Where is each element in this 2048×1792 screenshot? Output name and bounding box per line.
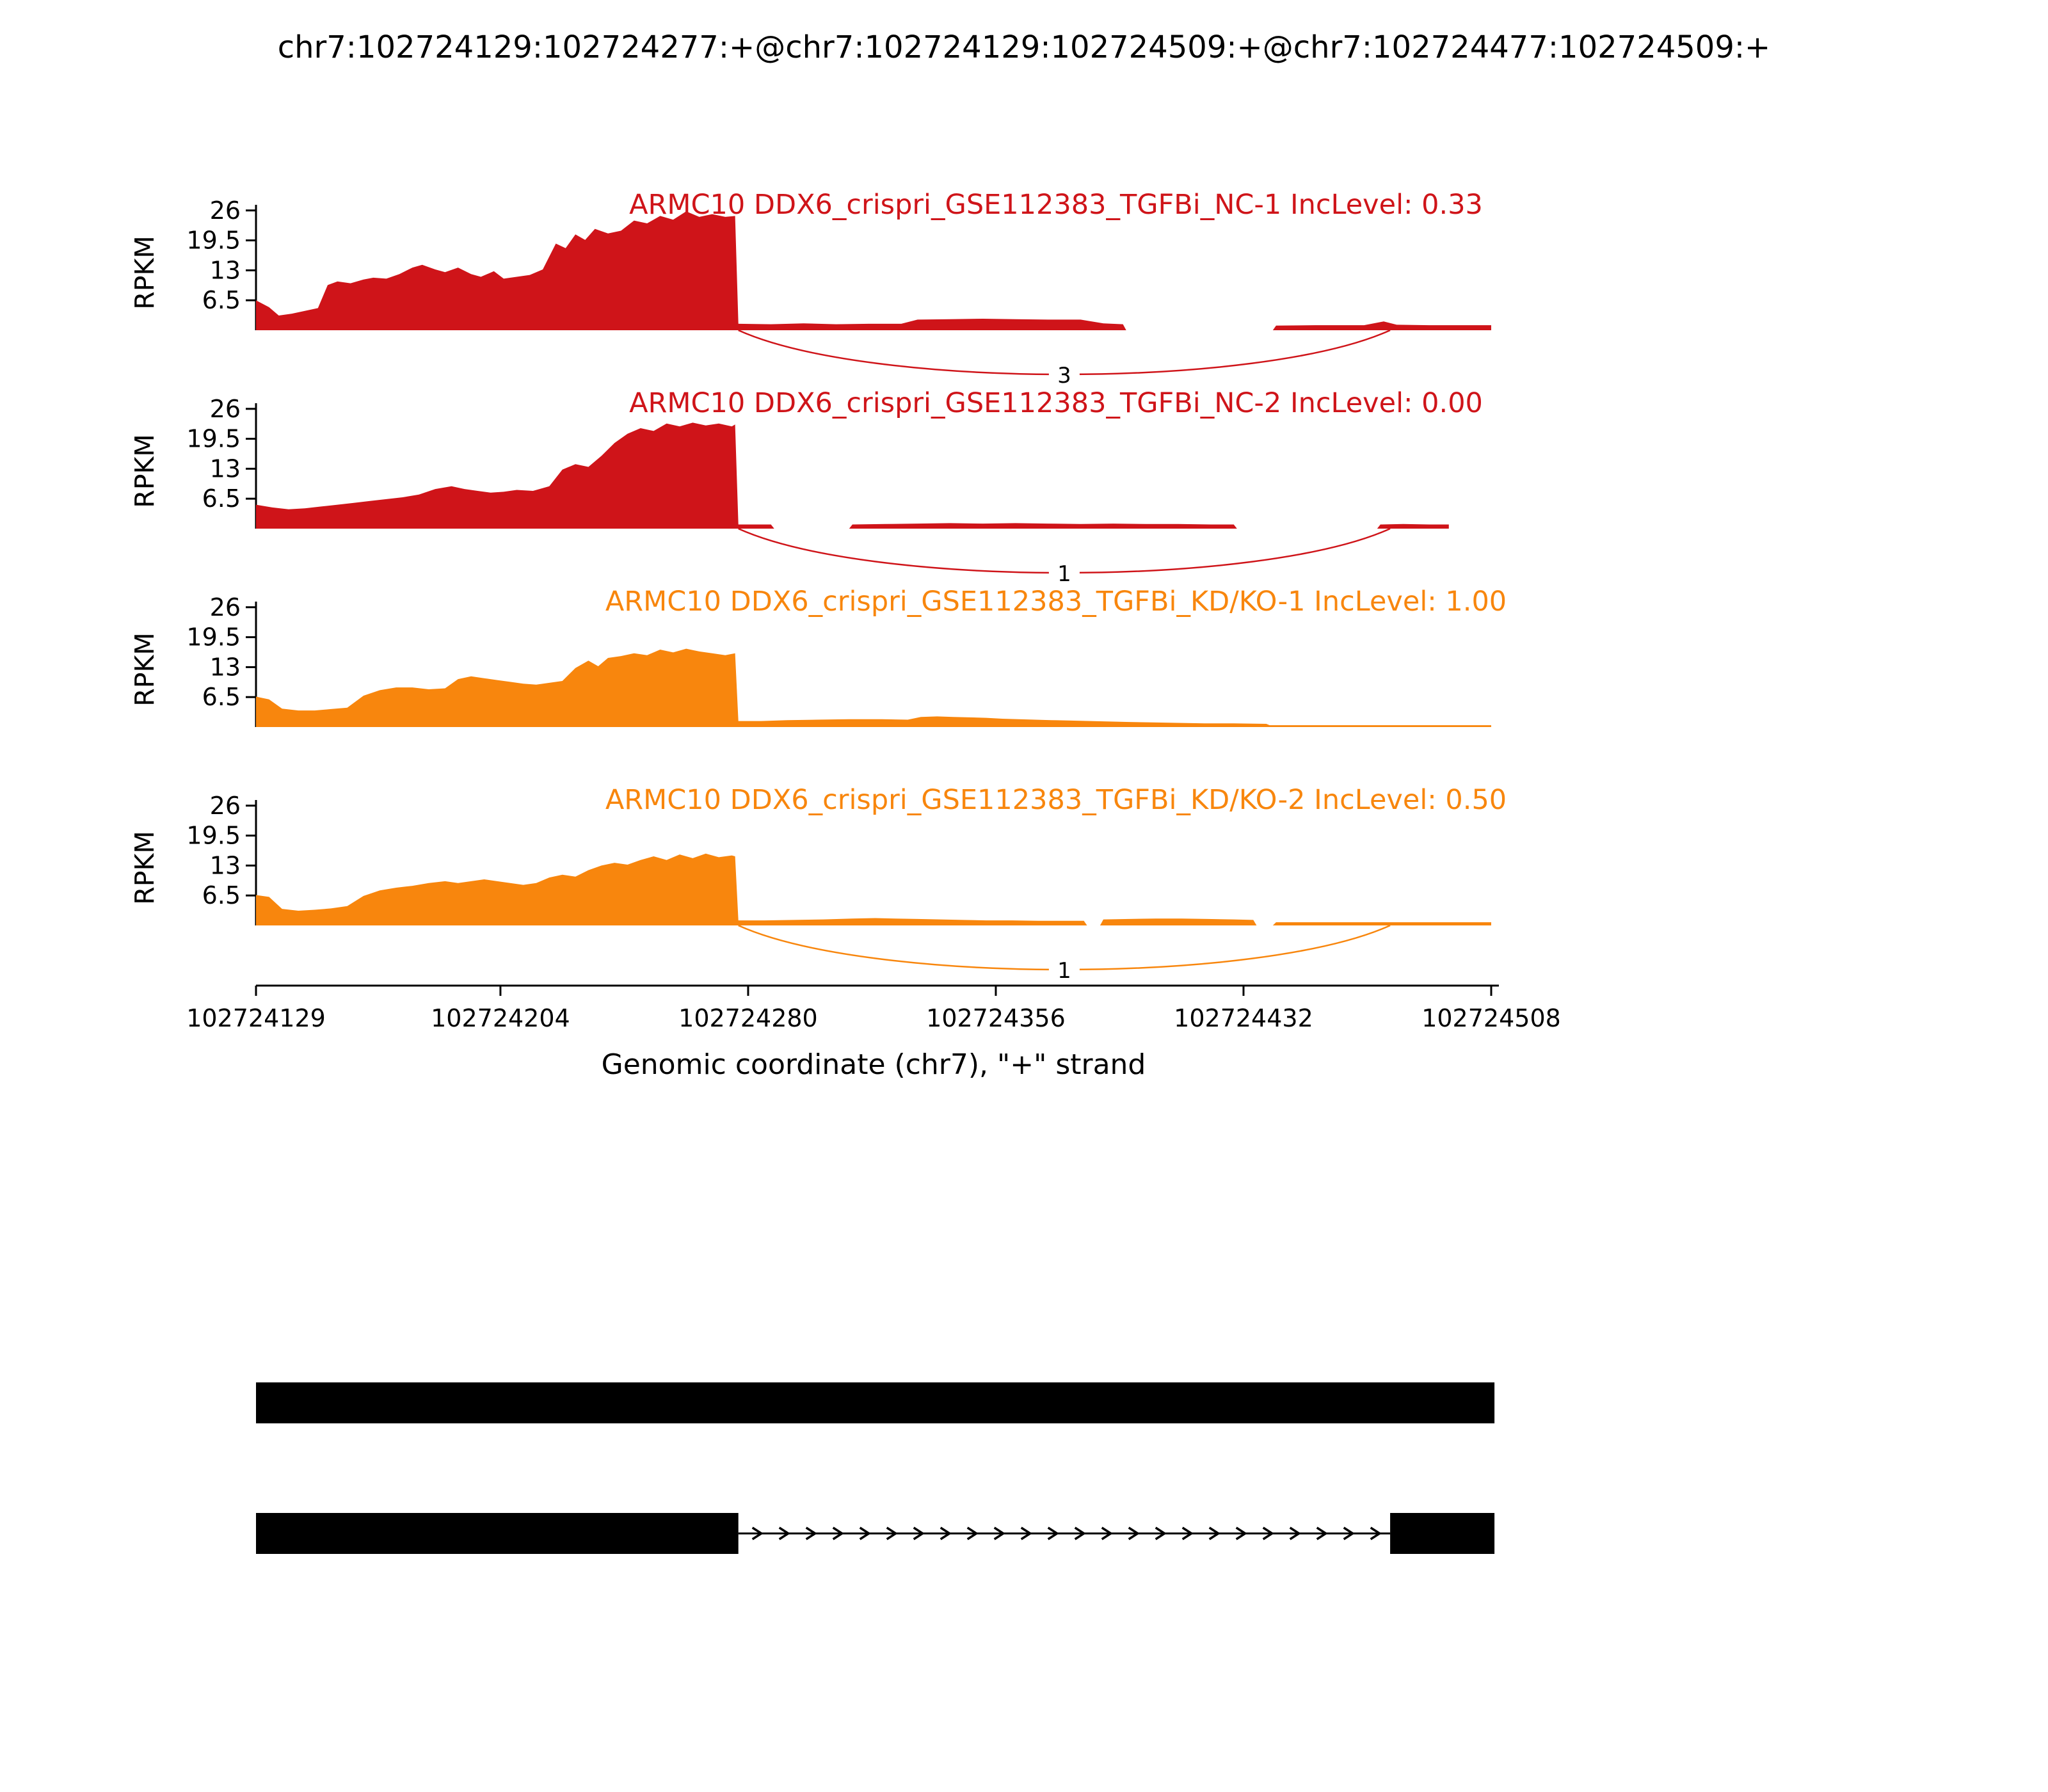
track-label: ARMC10 DDX6_crispri_GSE112383_TGFBi_NC-1… [629, 189, 1483, 221]
strand-arrow-icon [1181, 1526, 1194, 1540]
strand-arrow-icon [886, 1526, 898, 1540]
strand-arrow-icon [993, 1526, 1005, 1540]
y-tick-label: 6.5 [202, 683, 241, 711]
strand-arrow-icon [859, 1526, 871, 1540]
y-axis-title: RPKM [129, 831, 160, 904]
x-axis-title: Genomic coordinate (chr7), "+" strand [602, 1048, 1146, 1081]
junction-count-bg [1048, 357, 1080, 388]
y-tick-label: 6.5 [202, 484, 241, 513]
y-axis-title: RPKM [129, 236, 160, 309]
junction-count: 1 [1057, 561, 1071, 587]
y-tick-label: 26 [210, 196, 241, 225]
y-axis-title: RPKM [129, 632, 160, 706]
strand-arrow-icon [751, 1526, 764, 1540]
y-tick-label: 26 [210, 395, 241, 423]
y-tick-label: 13 [210, 256, 241, 284]
strand-arrow-icon [1128, 1526, 1140, 1540]
strand-arrow-icon [913, 1526, 925, 1540]
strand-arrow-icon [1316, 1526, 1328, 1540]
y-tick-label: 19.5 [186, 425, 241, 453]
junction-count-bg [1048, 556, 1080, 586]
x-axis: 102724129 102724204 102724280 102724356 1027… [186, 984, 1561, 1081]
coverage-area [256, 211, 1491, 330]
exon-block [256, 1513, 739, 1554]
y-tick-label: 19.5 [186, 227, 241, 255]
x-tick-label: 102724508 [1421, 1004, 1561, 1032]
strand-arrow-icon [966, 1526, 979, 1540]
y-tick-label: 6.5 [202, 881, 241, 909]
strand-arrow-icon [1074, 1526, 1086, 1540]
coverage-area [256, 422, 1449, 529]
y-tick-label: 19.5 [186, 822, 241, 850]
y-axis-title: RPKM [129, 434, 160, 508]
strand-arrow-icon [1155, 1526, 1167, 1540]
y-tick-label: 13 [210, 653, 241, 681]
gene-model [256, 1382, 1495, 1554]
x-tick-label: 102724432 [1174, 1004, 1313, 1032]
coverage-area [256, 648, 1491, 727]
strand-arrow-icon [1235, 1526, 1247, 1540]
track-1: ARMC10 DDX6_crispri_GSE112383_TGFBi_NC-1… [129, 189, 1491, 388]
strand-arrow-icon [1289, 1526, 1301, 1540]
strand-arrow-icon [778, 1526, 790, 1540]
figure-title: chr7:102724129:102724277:+@chr7:10272412… [278, 29, 1771, 65]
strand-arrow-icon [1343, 1526, 1355, 1540]
strand-arrow-icon [1047, 1526, 1059, 1540]
strand-arrow-icon [832, 1526, 844, 1540]
junction-count: 1 [1057, 958, 1071, 984]
x-tick-label: 102724280 [678, 1004, 818, 1032]
strand-arrow-icon [1370, 1526, 1382, 1540]
y-tick-label: 26 [210, 593, 241, 621]
coverage-area [256, 853, 1491, 925]
strand-arrow-icon [1208, 1526, 1220, 1540]
junction-count-bg [1048, 952, 1080, 983]
y-tick-label: 13 [210, 454, 241, 483]
junction-count: 3 [1057, 363, 1071, 388]
y-tick-label: 26 [210, 792, 241, 820]
strand-arrow-icon [1101, 1526, 1113, 1540]
track-2: ARMC10 DDX6_crispri_GSE112383_TGFBi_NC-2… [129, 387, 1483, 587]
strand-arrow-icon [1020, 1526, 1032, 1540]
exon-block [256, 1382, 1495, 1423]
track-3: ARMC10 DDX6_crispri_GSE112383_TGFBi_KD/K… [129, 586, 1507, 727]
track-label: ARMC10 DDX6_crispri_GSE112383_TGFBi_NC-2… [629, 387, 1483, 419]
strand-arrow-icon [1262, 1526, 1274, 1540]
track-4: ARMC10 DDX6_crispri_GSE112383_TGFBi_KD/K… [129, 784, 1507, 984]
exon-block [1390, 1513, 1495, 1554]
track-label: ARMC10 DDX6_crispri_GSE112383_TGFBi_KD/K… [605, 784, 1507, 816]
y-tick-label: 13 [210, 851, 241, 879]
strand-arrow-icon [805, 1526, 817, 1540]
x-tick-label: 102724129 [186, 1004, 326, 1032]
x-tick-label: 102724204 [431, 1004, 570, 1032]
y-tick-label: 6.5 [202, 286, 241, 314]
x-tick-label: 102724356 [926, 1004, 1066, 1032]
track-label: ARMC10 DDX6_crispri_GSE112383_TGFBi_KD/K… [605, 586, 1507, 618]
strand-arrow-icon [940, 1526, 952, 1540]
y-tick-label: 19.5 [186, 623, 241, 652]
